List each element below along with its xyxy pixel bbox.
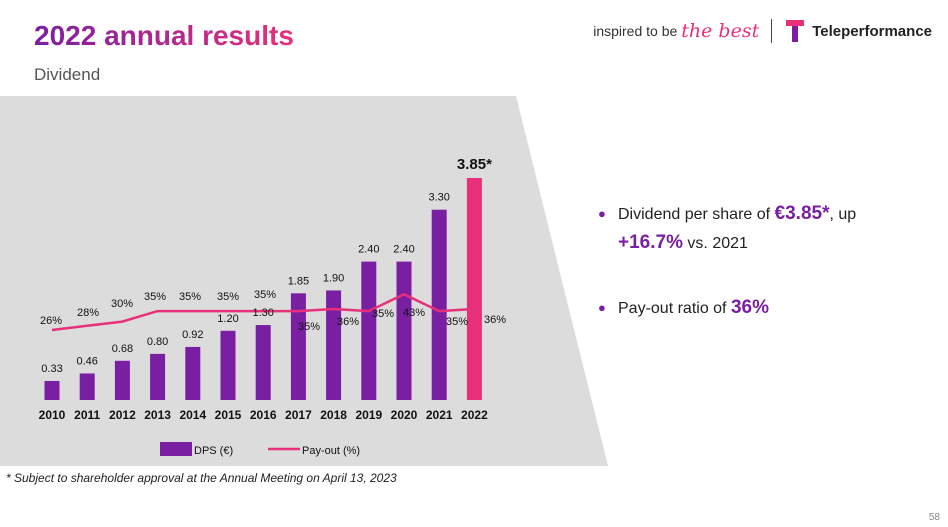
payout-label-2022: 36%	[484, 314, 506, 326]
payout-label-2016: 35%	[254, 289, 276, 301]
dps-label-2011: 0.46	[76, 355, 97, 367]
dps-label-2020: 2.40	[393, 244, 414, 256]
dps-label-2014: 0.92	[182, 329, 203, 341]
bar-dps-2014	[185, 346, 201, 400]
page-title: 2022 annual results	[34, 20, 294, 51]
payout-label-2013: 35%	[144, 291, 166, 303]
bullet-dot-icon: ●	[598, 206, 606, 221]
bar-dps-2017	[290, 293, 306, 400]
bar-dps-2013	[150, 353, 166, 400]
dps-label-2018: 1.90	[323, 272, 344, 284]
payout-label-2010: 26%	[40, 315, 62, 327]
dps-label-2012: 0.68	[112, 343, 133, 355]
payout-label-2015: 35%	[217, 291, 239, 303]
x-tick-2015: 2015	[215, 408, 242, 422]
payout-label-2017: 35%	[298, 321, 320, 333]
dps-label-2017: 1.85	[288, 275, 309, 287]
legend-label-payout: Pay-out (%)	[302, 445, 360, 457]
bar-dps-2022	[466, 178, 482, 400]
x-tick-2020: 2020	[391, 408, 418, 422]
key-points: ● Dividend per share of €3.85*, up +16.7…	[598, 200, 918, 323]
x-tick-2013: 2013	[144, 408, 171, 422]
footnote: * Subject to shareholder approval at the…	[6, 471, 397, 485]
payout-label-2020: 43%	[403, 307, 425, 319]
bar-dps-2010	[44, 380, 60, 400]
x-tick-2022: 2022	[461, 408, 488, 422]
x-tick-2021: 2021	[426, 408, 453, 422]
bar-dps-2020	[396, 261, 412, 400]
line-payout	[51, 293, 475, 332]
bar-dps-2015	[220, 330, 236, 400]
bullet-payout: ● Pay-out ratio of 36%	[598, 294, 918, 323]
bar-dps-2018	[326, 290, 342, 400]
x-tick-2019: 2019	[355, 408, 382, 422]
company-name: Teleperformance	[812, 22, 932, 40]
x-tick-2016: 2016	[250, 408, 277, 422]
payout-label-2011: 28%	[77, 307, 99, 319]
tagline-script: the best	[681, 20, 760, 42]
dps-label-2021: 3.30	[428, 192, 449, 204]
x-tick-2010: 2010	[39, 408, 66, 422]
payout-label-2021: 35%	[446, 316, 468, 328]
payout-label-2019: 35%	[372, 308, 394, 320]
tagline: inspired to be	[593, 23, 678, 39]
dps-label-2019: 2.40	[358, 244, 379, 256]
dps-growth: +16.7%	[618, 232, 683, 253]
x-tick-2018: 2018	[320, 408, 347, 422]
dps-label-2022: 3.85*	[457, 156, 492, 173]
payout-label-2012: 30%	[111, 298, 133, 310]
legend-swatch-dps	[160, 442, 192, 456]
x-tick-2014: 2014	[179, 408, 206, 422]
brand-divider	[771, 19, 773, 43]
dps-label-2015: 1.20	[217, 313, 238, 325]
dps-value: €3.85*	[774, 203, 830, 224]
teleperformance-logo-icon	[786, 20, 805, 42]
dps-label-2016: 1.30	[252, 307, 273, 319]
bullet-dot-icon: ●	[598, 300, 606, 315]
brand-header: inspired to be the best Teleperformance	[593, 16, 932, 46]
bar-dps-2016	[255, 325, 271, 400]
x-tick-2011: 2011	[74, 408, 100, 422]
bar-dps-2011	[79, 373, 95, 400]
dps-label-2010: 0.33	[41, 363, 62, 375]
dps-label-2013: 0.80	[147, 336, 168, 348]
payout-label-2018: 36%	[337, 316, 359, 328]
bullet-dps: ● Dividend per share of €3.85*, up +16.7…	[598, 200, 918, 258]
x-tick-2012: 2012	[109, 408, 136, 422]
bar-dps-2012	[114, 360, 130, 400]
bar-dps-2019	[361, 261, 377, 400]
payout-label-2014: 35%	[179, 291, 201, 303]
payout-value: 36%	[730, 297, 769, 318]
page-subtitle: Dividend	[34, 65, 101, 84]
x-tick-2017: 2017	[285, 408, 312, 422]
legend-label-dps: DPS (€)	[194, 445, 233, 457]
bar-dps-2021	[431, 209, 447, 400]
dividend-chart: 2010 2011 2012 2013 2014 2015 2016 2017 2018 2019…	[0, 96, 608, 466]
page-number: 58	[928, 512, 940, 523]
